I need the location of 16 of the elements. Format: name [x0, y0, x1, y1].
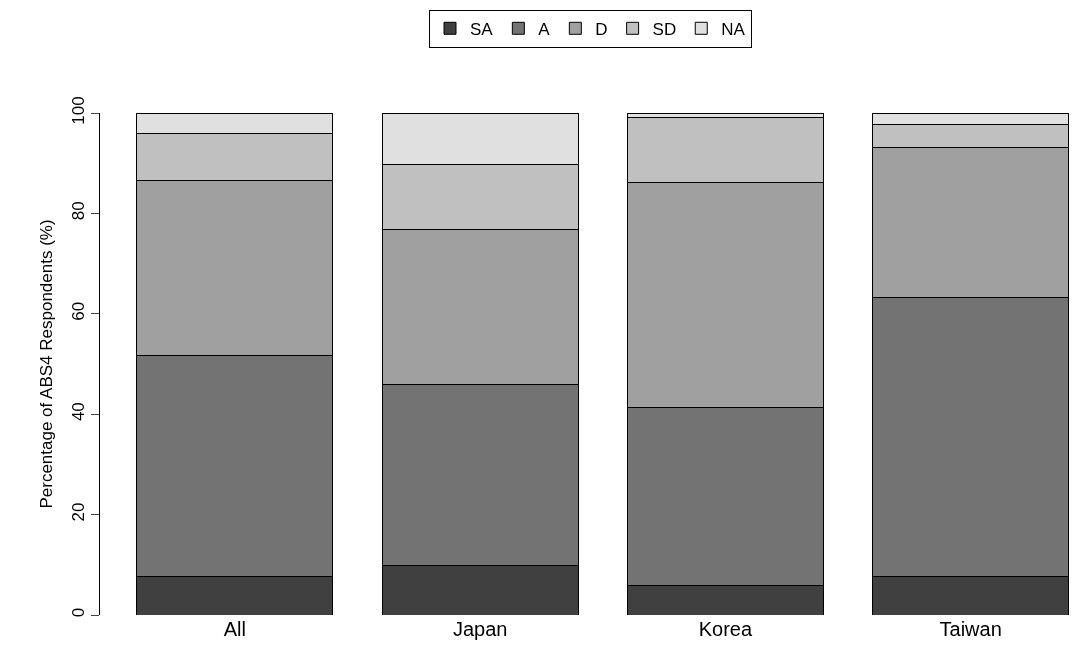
x-tick-label: All: [223, 618, 247, 640]
y-axis-title: Percentage of ABS4 Respondents (%): [36, 219, 56, 509]
legend-label: A: [538, 19, 551, 39]
legend-label: SA: [470, 19, 494, 39]
x-tick-label: Taiwan: [939, 618, 1002, 640]
x-tick-label: Japan: [452, 618, 508, 640]
y-tick-label: 100: [69, 96, 89, 125]
legend-label: SD: [652, 19, 677, 39]
legend-label: D: [595, 19, 608, 39]
y-tick-label: 0: [69, 607, 89, 618]
legend-label: NA: [721, 19, 746, 39]
x-tick-label: Korea: [698, 618, 753, 640]
y-tick-label: 20: [69, 502, 89, 522]
y-tick-label: 80: [69, 201, 89, 221]
y-tick-label: 60: [69, 301, 89, 321]
y-tick-label: 40: [69, 402, 89, 422]
